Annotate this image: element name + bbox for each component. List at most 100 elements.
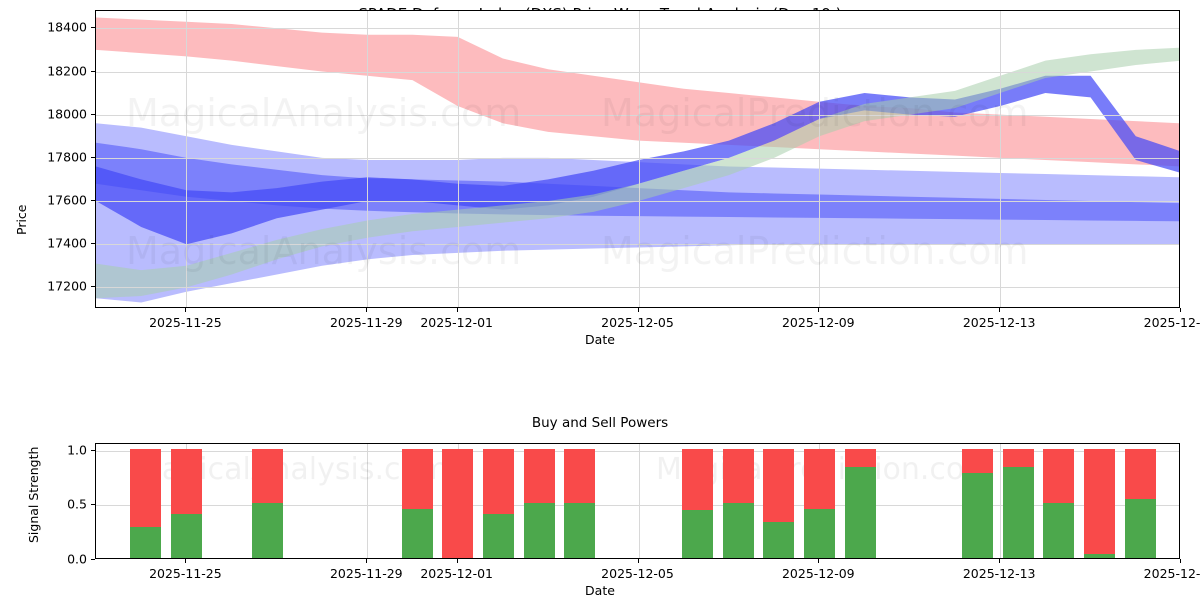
price-gridline-v <box>367 11 369 307</box>
price-x-tick <box>1180 308 1181 312</box>
power-gridline-v <box>1000 444 1002 558</box>
price-gridline-h <box>96 114 1179 116</box>
power-bar-8 <box>681 444 713 558</box>
buy-power-segment <box>803 508 835 558</box>
buy-power-segment <box>1002 467 1034 558</box>
price-y-tick-label: 17600 <box>47 192 87 208</box>
power-x-tick-label: 2025-11-25 <box>149 566 222 581</box>
price-gridline-v <box>1000 11 1002 307</box>
power-y-tick-label: 0.5 <box>67 496 87 512</box>
price-x-tick <box>818 308 820 312</box>
price-x-tick-label: 2025-12-17 <box>1143 315 1200 330</box>
power-plot-area: MagicalAnalysis.com MagicalPrediction.co… <box>95 443 1180 559</box>
price-y-tick <box>91 70 95 72</box>
price-x-tick-label: 2025-11-29 <box>329 315 403 330</box>
power-x-tick-label: 2025-12-17 <box>1143 566 1200 581</box>
power-bar-12 <box>844 444 876 558</box>
power-bar-5 <box>482 444 514 558</box>
price-band-resistance-channel-red <box>96 17 1179 167</box>
sell-power-segment <box>442 448 474 558</box>
sell-power-segment <box>803 448 835 509</box>
price-band-forecast-band-green <box>96 47 1179 299</box>
price-band-wave-core-blue-dark <box>96 75 1179 245</box>
sell-power-segment <box>523 448 555 504</box>
power-x-tick <box>818 559 820 563</box>
price-x-tick <box>637 308 639 312</box>
price-x-tick-label: 2025-12-01 <box>420 315 494 330</box>
power-chart-title: Buy and Sell Powers <box>531 415 669 431</box>
power-x-tick <box>366 559 368 563</box>
power-bar-10 <box>763 444 795 558</box>
price-x-tick-label: 2025-11-25 <box>149 315 222 330</box>
buy-power-segment <box>763 521 795 558</box>
buy-power-segment <box>1043 503 1075 558</box>
buy-power-segment <box>170 514 202 558</box>
sell-power-segment <box>564 448 596 504</box>
price-y-tick-label: 17200 <box>47 278 87 294</box>
sell-power-segment <box>170 448 202 515</box>
power-bar-3 <box>401 444 433 558</box>
power-gridline-v <box>638 444 640 558</box>
price-gridline-h <box>96 71 1179 73</box>
price-gridline-h <box>96 157 1179 159</box>
price-gridline-v <box>186 11 188 307</box>
price-y-tick <box>91 113 95 115</box>
price-wave-panel: Price MagicalAnalysis.com MagicalPredict… <box>14 10 1200 347</box>
price-x-tick-label: 2025-12-09 <box>781 315 855 330</box>
power-bar-13 <box>962 444 994 558</box>
power-x-tick <box>185 559 187 563</box>
buy-power-segment <box>130 527 162 558</box>
price-y-tick <box>91 200 95 201</box>
sell-power-segment <box>401 448 433 509</box>
price-x-tick-label: 2025-12-05 <box>601 315 674 330</box>
buy-power-segment <box>681 509 713 558</box>
power-x-tick <box>456 559 458 563</box>
price-y-tick <box>91 156 95 158</box>
price-x-tick <box>456 308 458 312</box>
power-x-tick <box>637 559 639 563</box>
sell-power-segment <box>1002 448 1034 468</box>
power-x-tick-label: 2025-12-01 <box>420 566 494 581</box>
sell-power-segment <box>482 448 514 515</box>
power-x-tick <box>1180 559 1181 563</box>
power-bar-6 <box>523 444 555 558</box>
power-bar-11 <box>803 444 835 558</box>
power-bar-16 <box>1084 444 1116 558</box>
buy-power-segment <box>722 503 754 558</box>
power-y-tick <box>91 559 95 560</box>
sell-power-segment <box>1124 448 1156 499</box>
sell-power-segment <box>1084 448 1116 554</box>
price-gridline-h <box>96 244 1179 246</box>
power-gridline-h <box>96 505 1179 507</box>
price-gridline-h <box>96 201 1179 202</box>
sell-power-segment <box>130 448 162 528</box>
power-x-axis-label: Date <box>585 583 615 598</box>
buy-power-segment <box>401 508 433 558</box>
power-bar-7 <box>564 444 596 558</box>
power-y-axis-label: Signal Strength <box>26 446 41 543</box>
price-gridline-v <box>638 11 640 307</box>
power-y-tick <box>91 504 95 506</box>
buy-power-segment <box>1084 553 1116 558</box>
power-x-tick <box>999 559 1001 563</box>
buy-power-segment <box>482 514 514 558</box>
power-bar-15 <box>1043 444 1075 558</box>
buy-sell-powers-panel: Buy and Sell Powers Signal Strength Magi… <box>0 415 1200 600</box>
price-y-tick <box>91 286 95 288</box>
power-gridline-v <box>367 444 369 558</box>
price-x-tick <box>999 308 1001 312</box>
price-x-axis-label: Date <box>585 332 615 347</box>
price-gridline-v <box>819 11 821 307</box>
price-y-tick <box>91 243 95 245</box>
sell-power-segment <box>722 448 754 504</box>
power-bar-2 <box>252 444 284 558</box>
sell-power-segment <box>252 448 284 504</box>
sell-power-segment <box>844 448 876 468</box>
sell-power-segment <box>763 448 795 522</box>
buy-power-segment <box>564 503 596 558</box>
buy-power-segment <box>962 472 994 558</box>
price-gridline-v <box>457 11 459 307</box>
price-y-tick <box>91 27 95 29</box>
power-y-tick-label: 0.0 <box>67 551 87 567</box>
price-x-tick-label: 2025-12-13 <box>962 315 1036 330</box>
